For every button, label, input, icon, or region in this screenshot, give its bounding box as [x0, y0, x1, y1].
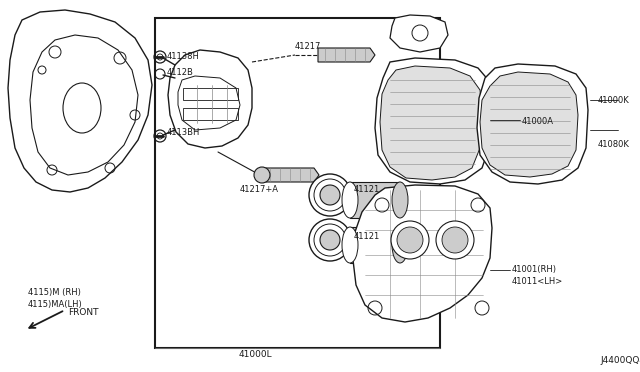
- Ellipse shape: [320, 185, 340, 205]
- Polygon shape: [318, 48, 375, 62]
- Text: 4112B: 4112B: [167, 68, 194, 77]
- Ellipse shape: [309, 174, 351, 216]
- Text: 41217: 41217: [295, 42, 321, 51]
- Text: 41000A: 41000A: [522, 117, 554, 126]
- Polygon shape: [375, 58, 492, 184]
- Polygon shape: [380, 66, 482, 180]
- Text: 4113BH: 4113BH: [167, 128, 200, 137]
- Ellipse shape: [309, 219, 351, 261]
- Polygon shape: [30, 35, 138, 175]
- Polygon shape: [178, 76, 240, 130]
- Text: 41000K: 41000K: [598, 96, 630, 105]
- Bar: [350, 182, 400, 218]
- Polygon shape: [8, 10, 152, 192]
- Ellipse shape: [397, 227, 423, 253]
- Ellipse shape: [391, 221, 429, 259]
- Bar: [183, 88, 238, 100]
- Text: FRONT: FRONT: [68, 308, 99, 317]
- Text: 41138H: 41138H: [167, 52, 200, 61]
- Text: 41121: 41121: [354, 185, 380, 194]
- Polygon shape: [262, 168, 319, 182]
- Text: 41217+A: 41217+A: [240, 185, 279, 194]
- Ellipse shape: [342, 227, 358, 263]
- Ellipse shape: [320, 230, 340, 250]
- Text: 41080K: 41080K: [598, 140, 630, 149]
- Ellipse shape: [392, 227, 408, 263]
- Ellipse shape: [63, 83, 101, 133]
- Text: 4115)MA(LH): 4115)MA(LH): [28, 300, 83, 309]
- Ellipse shape: [436, 221, 474, 259]
- Ellipse shape: [314, 224, 346, 256]
- Text: 41001(RH): 41001(RH): [512, 265, 557, 274]
- Ellipse shape: [392, 182, 408, 218]
- Text: 41121: 41121: [354, 232, 380, 241]
- Text: 4115)M (RH): 4115)M (RH): [28, 288, 81, 297]
- Polygon shape: [390, 15, 448, 52]
- Polygon shape: [477, 64, 588, 184]
- Text: J4400QQ4: J4400QQ4: [600, 356, 640, 365]
- Polygon shape: [168, 50, 252, 148]
- Text: 41011<LH>: 41011<LH>: [512, 277, 563, 286]
- Circle shape: [254, 167, 270, 183]
- Ellipse shape: [342, 182, 358, 218]
- Bar: [350, 227, 400, 263]
- Polygon shape: [480, 72, 578, 177]
- Ellipse shape: [314, 179, 346, 211]
- Ellipse shape: [442, 227, 468, 253]
- Polygon shape: [353, 185, 492, 322]
- Bar: [183, 108, 238, 120]
- Bar: [155, 18, 440, 348]
- Text: 41000L: 41000L: [238, 350, 272, 359]
